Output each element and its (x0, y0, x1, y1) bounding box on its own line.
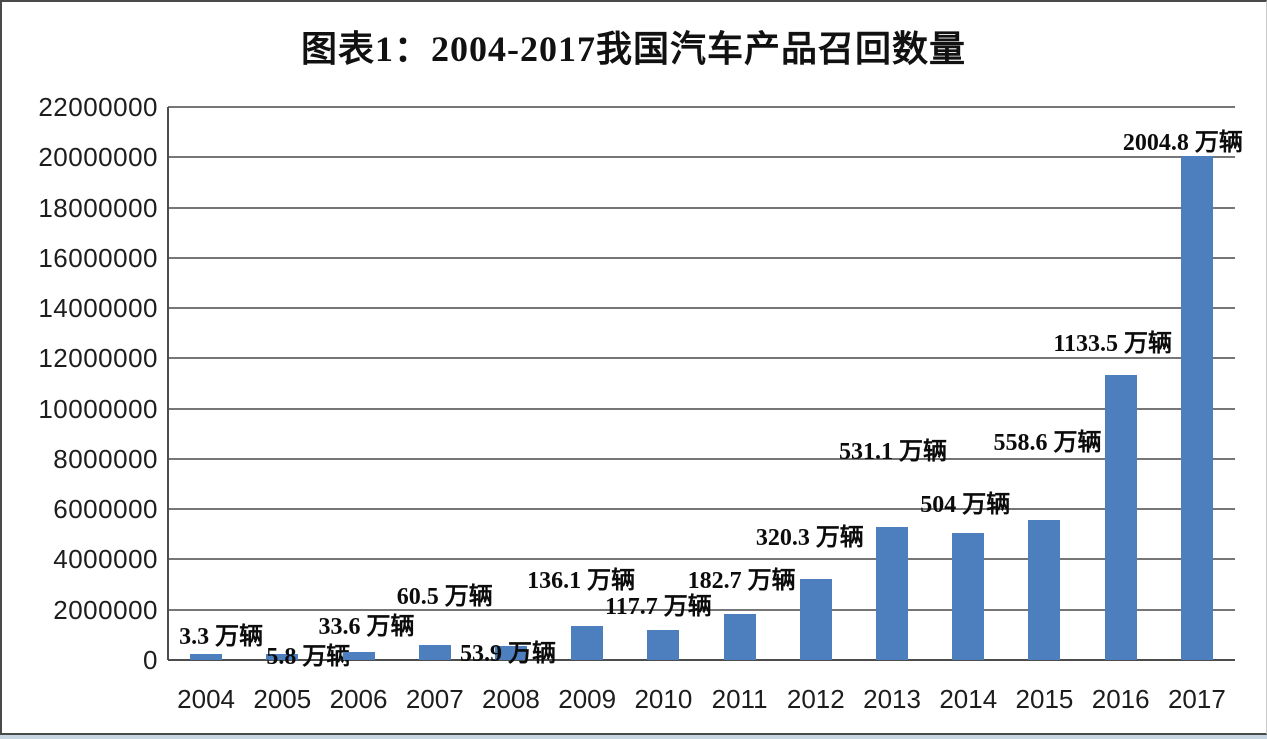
x-tick-label-2010: 2010 (634, 684, 693, 714)
gridline (168, 407, 1235, 410)
data-label-2005: 5.8 万辆 (266, 644, 351, 670)
x-tick-label-2006: 2006 (329, 684, 388, 714)
data-label-2013: 531.1 万辆 (839, 439, 948, 465)
y-tick-label: 16000000 (38, 242, 158, 273)
bar-2014 (952, 533, 985, 660)
data-label-2014: 504 万辆 (920, 492, 1011, 518)
gridline (168, 106, 1235, 108)
gridline (168, 457, 1235, 460)
gridline (168, 357, 1235, 360)
data-label-2015: 558.6 万辆 (993, 430, 1102, 456)
y-tick-label: 0 (143, 645, 158, 675)
y-tick-label: 20000000 (38, 142, 158, 173)
bar-2011 (723, 614, 756, 660)
data-label-2008: 53.9 万辆 (459, 641, 556, 667)
x-tick-label-2008: 2008 (482, 684, 540, 714)
gridline (168, 608, 1235, 611)
bar-2007 (418, 644, 451, 660)
x-tick-label-2014: 2014 (939, 684, 998, 714)
chart-title: 图表1：2004-2017我国汽车产品召回数量 (301, 29, 966, 69)
bar-2006 (342, 651, 375, 660)
y-tick-label: 2000000 (53, 594, 158, 625)
bar-2008 (494, 646, 527, 660)
x-tick-label-2011: 2011 (711, 684, 768, 714)
data-label-2011: 182.7 万辆 (687, 568, 796, 594)
y-axis-line (167, 107, 169, 660)
gridline (168, 558, 1235, 561)
y-tick-label: 12000000 (38, 343, 158, 374)
x-tick-label-2007: 2007 (405, 684, 464, 714)
data-label-2010: 117.7 万辆 (605, 594, 712, 620)
data-label-2006: 33.6 万辆 (318, 614, 415, 640)
y-tick-label: 22000000 (38, 92, 158, 122)
x-tick-label-2005: 2005 (253, 684, 312, 714)
bar-2015 (1028, 519, 1061, 660)
data-label-2016: 1133.5 万辆 (1053, 331, 1173, 357)
bar-2010 (647, 630, 680, 660)
gridline (168, 156, 1235, 159)
data-label-2004: 3.3 万辆 (179, 624, 264, 650)
bar-2012 (799, 579, 832, 660)
bar-2017 (1180, 156, 1213, 660)
x-tick-label-2015: 2015 (1015, 684, 1074, 714)
x-tick-label-2013: 2013 (863, 684, 921, 714)
x-tick-label-2004: 2004 (177, 684, 236, 714)
y-tick-label: 4000000 (53, 544, 158, 575)
y-tick-label: 8000000 (53, 443, 158, 474)
gridline (168, 307, 1235, 310)
bar-2004 (190, 654, 223, 660)
x-axis-line (168, 659, 1235, 661)
data-label-2017: 2004.8 万辆 (1122, 130, 1243, 156)
gridline (168, 256, 1235, 259)
y-tick-label: 18000000 (38, 192, 158, 223)
bar-2013 (876, 526, 909, 660)
y-tick-label: 6000000 (53, 494, 158, 525)
data-label-2012: 320.3 万辆 (755, 525, 864, 551)
gridline (168, 206, 1235, 209)
x-tick-label-2012: 2012 (786, 684, 845, 714)
data-label-2007: 60.5 万辆 (396, 584, 493, 610)
bottom-strip (0, 735, 1267, 739)
y-tick-label: 10000000 (38, 393, 158, 424)
y-tick-label: 14000000 (38, 293, 158, 324)
bar-2005 (266, 654, 299, 660)
x-tick-label-2016: 2016 (1091, 684, 1150, 714)
bar-2016 (1104, 375, 1137, 660)
gridline (168, 508, 1235, 511)
x-tick-label-2017: 2017 (1167, 684, 1226, 714)
x-tick-label-2009: 2009 (558, 684, 617, 714)
bar-2009 (571, 625, 604, 660)
data-label-2009: 136.1 万辆 (527, 568, 636, 594)
